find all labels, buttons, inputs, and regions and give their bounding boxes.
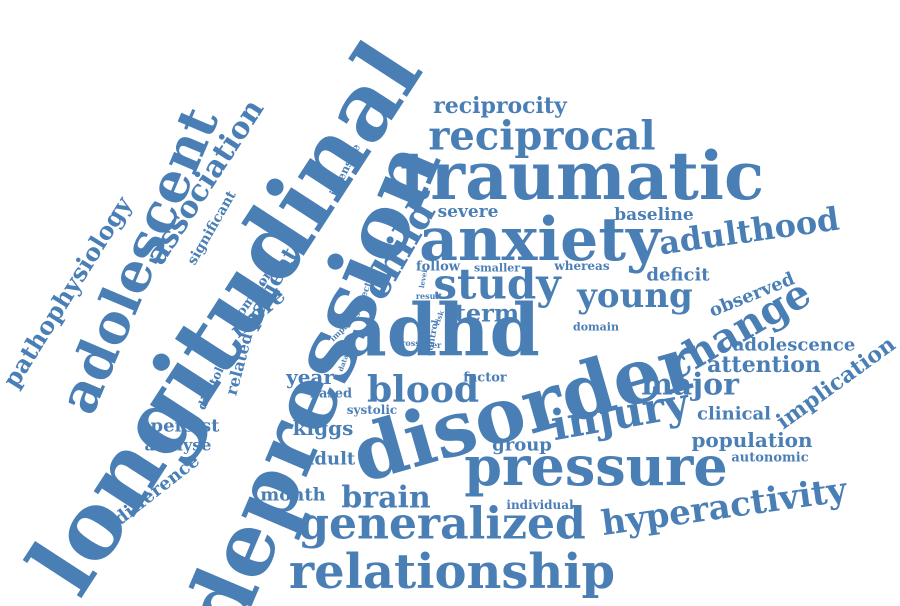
- word-brain: brain: [341, 481, 431, 516]
- word-smaller: smaller: [474, 262, 520, 275]
- word-clinical: clinical: [697, 404, 771, 425]
- word-attention: attention: [707, 352, 821, 378]
- word-severe: severe: [438, 202, 499, 222]
- word-major: major: [641, 368, 740, 403]
- word-lower: lower: [417, 340, 442, 350]
- word-domain: domain: [573, 321, 619, 334]
- word-whereas: whereas: [553, 259, 609, 273]
- word-analyse: analyse: [145, 436, 212, 455]
- word-persist: persist: [151, 416, 221, 437]
- word-relationship: relationship: [289, 544, 615, 600]
- word-individual: individual: [506, 498, 574, 512]
- word-population: population: [691, 428, 813, 452]
- word-autonomic: autonomic: [731, 451, 808, 466]
- word-systolic: systolic: [347, 403, 397, 417]
- word-group: group: [492, 435, 552, 456]
- word-follow: follow: [416, 260, 461, 275]
- word-baseline: baseline: [614, 205, 694, 225]
- word-traumatic: traumatic: [400, 137, 764, 215]
- word-kiggs: kiggs: [293, 416, 354, 440]
- word-young: young: [576, 276, 693, 316]
- word-year: year: [285, 365, 334, 389]
- word-study: study: [433, 260, 562, 309]
- word-blood: blood: [367, 369, 479, 411]
- word-adolescence: adolescence: [733, 335, 856, 356]
- word-factor: factor: [463, 371, 507, 386]
- word-level: level: [417, 269, 429, 289]
- word-deficit: deficit: [646, 265, 710, 286]
- word-month: month: [260, 485, 326, 506]
- word-result: result: [416, 291, 443, 301]
- word-pressure: pressure: [464, 434, 727, 498]
- word-term: term: [455, 299, 519, 328]
- word-adhd: adhd: [340, 288, 540, 373]
- word-generalized: generalized: [298, 499, 586, 550]
- word-reciprocal: reciprocal: [428, 113, 655, 160]
- word-based: based: [310, 387, 352, 402]
- word-anxiety: anxiety: [419, 205, 663, 275]
- word-reciprocity: reciprocity: [433, 93, 568, 119]
- word-adult: adult: [303, 449, 356, 470]
- word-cross: cross: [396, 338, 420, 348]
